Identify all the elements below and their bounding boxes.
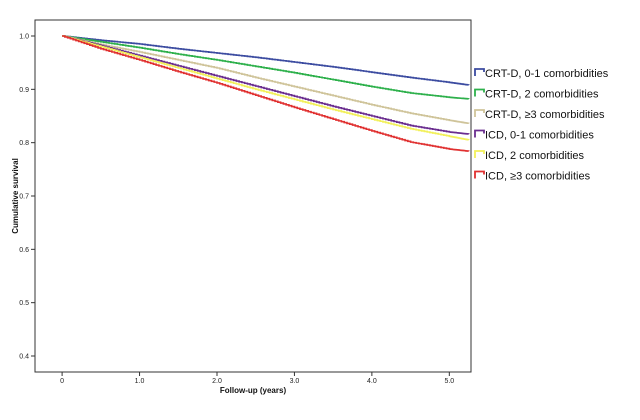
legend-swatch bbox=[474, 68, 485, 76]
legend-swatch bbox=[474, 129, 485, 138]
x-tick-label: 3.0 bbox=[290, 378, 300, 385]
series-line-3 bbox=[62, 35, 470, 125]
series-line-1 bbox=[62, 35, 470, 86]
x-tick-label: 0 bbox=[60, 378, 64, 385]
y-tick-label: 0.4 bbox=[19, 354, 29, 361]
y-tick-label: 0.5 bbox=[19, 300, 29, 307]
y-axis-title: Cumulative survival bbox=[11, 158, 20, 234]
y-tick-label: 0.8 bbox=[19, 140, 29, 147]
plot-frame bbox=[34, 19, 472, 373]
legend-swatch bbox=[474, 88, 485, 97]
x-tick-label: 2.0 bbox=[212, 378, 222, 385]
series-line-5 bbox=[62, 35, 470, 141]
legend-swatch bbox=[474, 170, 485, 179]
legend-label: CRT-D, ≥3 comorbidities bbox=[485, 109, 605, 121]
x-tick-label: 1.0 bbox=[135, 378, 145, 385]
legend-label: ICD, ≥3 comorbidities bbox=[485, 171, 591, 183]
x-axis: 0 1.0 2.0 3.0 4.0 5.0 bbox=[60, 372, 454, 385]
legend-swatch bbox=[474, 109, 485, 117]
x-tick-label: 4.0 bbox=[367, 378, 377, 385]
legend-label: ICD, 0-1 comorbidities bbox=[485, 130, 594, 142]
legend-label: ICD, 2 comorbidities bbox=[485, 150, 585, 162]
y-tick-label: 0.7 bbox=[19, 194, 29, 201]
series-layer bbox=[62, 35, 470, 152]
x-tick-label: 5.0 bbox=[444, 378, 454, 385]
y-tick-label: 0.6 bbox=[19, 247, 29, 254]
legend: CRT-D, 0-1 comorbidities CRT-D, 2 comorbi… bbox=[474, 68, 609, 183]
legend-label: CRT-D, 0-1 comorbidities bbox=[485, 68, 609, 80]
series-line-4 bbox=[62, 35, 470, 135]
x-axis-title: Follow-up (years) bbox=[220, 386, 287, 395]
y-axis: 0.4 0.5 0.6 0.7 0.8 0.9 1.0 bbox=[19, 34, 35, 361]
series-line-2 bbox=[62, 35, 470, 100]
y-tick-label: 0.9 bbox=[19, 87, 29, 94]
y-tick-label: 1.0 bbox=[19, 34, 29, 41]
legend-label: CRT-D, 2 comorbidities bbox=[485, 89, 599, 101]
series-line-6 bbox=[62, 35, 470, 152]
legend-swatch bbox=[474, 150, 485, 158]
